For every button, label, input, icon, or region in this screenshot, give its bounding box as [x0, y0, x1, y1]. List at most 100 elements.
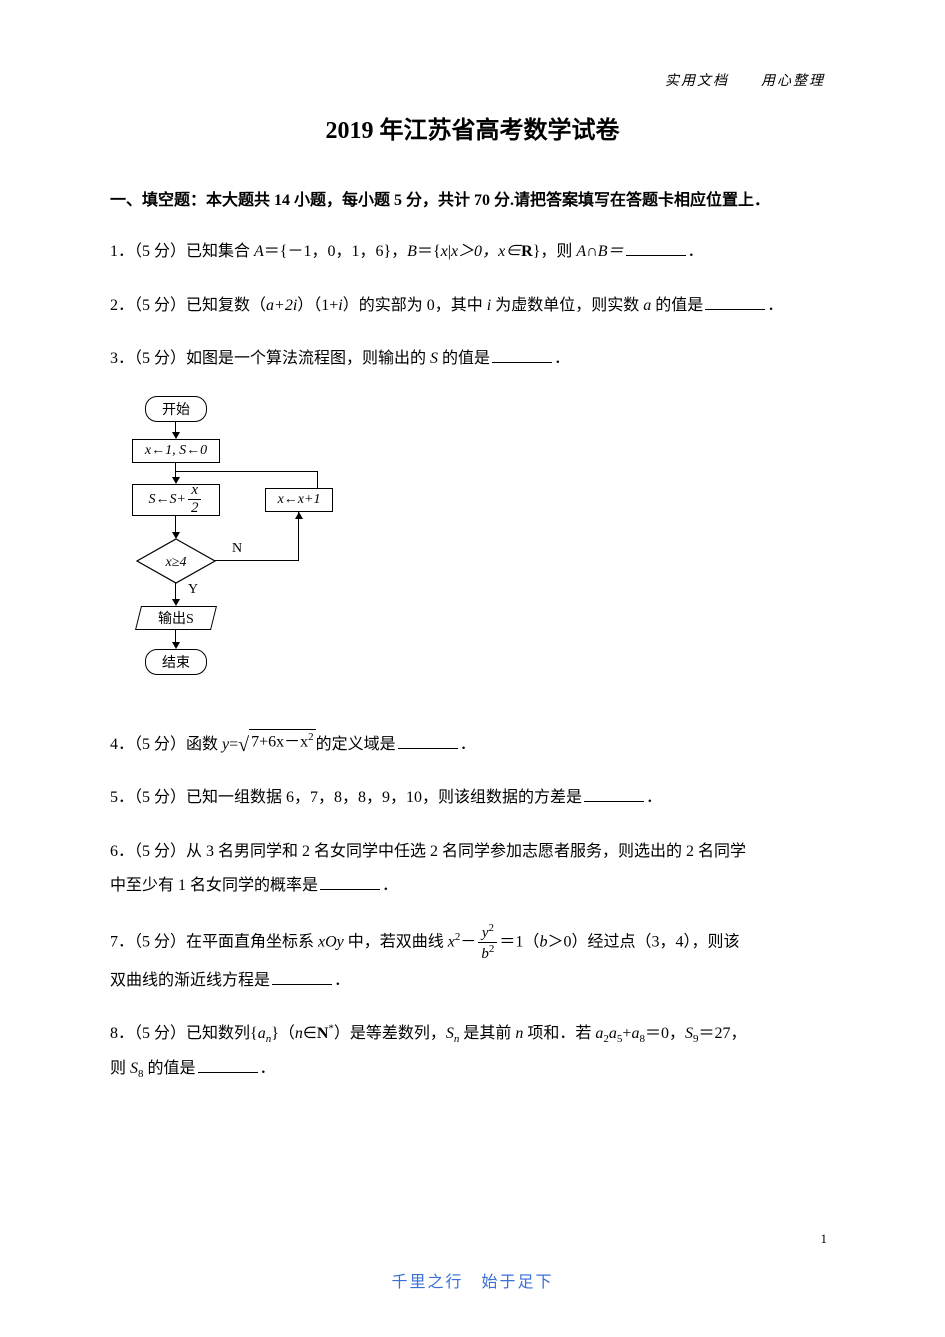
text: }，则: [533, 243, 577, 260]
text: 的值是: [144, 1060, 196, 1077]
answer-blank: [398, 734, 458, 749]
footer: 千里之行 始于足下: [0, 1268, 945, 1292]
text: }（: [271, 1025, 295, 1042]
label: x←1, S←0: [145, 443, 207, 459]
text: 项和．若: [523, 1025, 595, 1042]
a5: a: [609, 1025, 617, 1042]
var-x: x: [441, 243, 448, 260]
text: ＝27，: [698, 1025, 746, 1042]
label: S←S+ x 2: [149, 482, 204, 518]
text: ＝1（: [499, 934, 539, 951]
sqrt: √7+6x－x2: [238, 729, 316, 753]
text: 中，若双曲线: [344, 934, 448, 951]
footer-b: 始于足下: [482, 1274, 554, 1291]
text: ＝{－1，0，1，6}，: [264, 243, 407, 260]
footer-a: 千里之行: [391, 1274, 463, 1291]
text: 8．（5 分）已知数列{: [110, 1025, 258, 1042]
cond-label: x≥4: [165, 555, 187, 570]
period: ．: [460, 736, 476, 753]
text: ）（1+: [297, 297, 338, 314]
answer-blank: [320, 875, 380, 890]
text: 3．（5 分）如图是一个算法流程图，则输出的: [110, 350, 430, 367]
expr: a+2i: [266, 297, 297, 314]
numerator: y2: [478, 922, 497, 943]
label-Y: Y: [188, 582, 198, 598]
header-right: 实用文档 用心整理: [665, 70, 825, 90]
text: ＞0）经过点（3，4），则该: [547, 934, 739, 951]
text: 1．（5 分）已知集合: [110, 243, 254, 260]
arrow-down-icon: [172, 432, 180, 439]
text: ＝0，: [645, 1025, 685, 1042]
var-S: S: [430, 350, 438, 367]
A-int-B: A∩B＝: [576, 243, 623, 260]
question-8: 8．（5 分）已知数列{an}（n∈N*）是等差数列，Sn 是其前 n 项和．若…: [110, 1017, 835, 1086]
text: 7．（5 分）在平面直角坐标系: [110, 934, 318, 951]
answer-blank: [584, 787, 644, 802]
set-N: N: [317, 1025, 329, 1042]
section-heading: 一、填空题：本大题共 14 小题，每小题 5 分，共计 70 分.请把答案填写在…: [110, 185, 835, 217]
answer-blank: [272, 970, 332, 985]
fc-edge: [298, 512, 299, 561]
question-7: 7．（5 分）在平面直角坐标系 xOy 中，若双曲线 x2－y2b2＝1（b＞0…: [110, 922, 835, 997]
set-R: R: [521, 243, 533, 260]
fc-edge: [215, 560, 298, 561]
cond: x＞0，: [451, 243, 498, 260]
fc-output: 输出S: [135, 606, 217, 630]
fc-edge: [317, 471, 318, 488]
text: ＝{: [417, 243, 441, 260]
label-N: N: [232, 541, 242, 557]
period: ．: [382, 877, 398, 894]
page: 实用文档 用心整理 2019 年江苏省高考数学试卷 一、填空题：本大题共 14 …: [0, 0, 945, 1146]
expr: 7+6x－x: [251, 733, 308, 750]
b: b: [481, 946, 489, 962]
arrow-down-icon: [172, 599, 180, 606]
sq: 2: [308, 731, 314, 743]
question-2: 2．（5 分）已知复数（a+2i）（1+i）的实部为 0，其中 i 为虚数单位，…: [110, 289, 835, 323]
in: ∈: [303, 1025, 317, 1042]
y: y: [482, 925, 489, 941]
radical-icon: √: [238, 735, 249, 755]
answer-blank: [492, 348, 552, 363]
text: 则: [110, 1060, 130, 1077]
text: 的定义域是: [316, 736, 396, 753]
numerator: x: [188, 482, 202, 500]
text: ）是等差数列，: [334, 1025, 446, 1042]
question-5: 5．（5 分）已知一组数据 6，7，8，8，9，10，则该组数据的方差是 ．: [110, 781, 835, 815]
label: x←x+1: [278, 492, 321, 508]
label: 结束: [162, 652, 190, 672]
S8: S: [130, 1060, 138, 1077]
text: 的值是: [438, 350, 490, 367]
page-number: 1: [821, 1231, 828, 1247]
n: n: [295, 1025, 303, 1042]
answer-blank: [626, 241, 686, 256]
label: 开始: [162, 399, 190, 419]
var-A: A: [254, 243, 264, 260]
text: 是其前: [459, 1025, 515, 1042]
radicand: 7+6x－x2: [249, 729, 316, 753]
period: ．: [334, 972, 350, 989]
text: 4．（5 分）函数: [110, 736, 222, 753]
minus: －: [460, 934, 476, 951]
var-B: B: [407, 243, 417, 260]
answer-blank: [705, 295, 765, 310]
fc-edge: [176, 471, 318, 472]
xin: x∈: [498, 243, 521, 260]
fc-decision: x≥4: [136, 538, 216, 584]
text: 为虚数单位，则实数: [491, 297, 643, 314]
denominator: b2: [478, 943, 497, 963]
period: ．: [260, 1060, 276, 1077]
fc-start: 开始: [145, 396, 207, 422]
question-3: 3．（5 分）如图是一个算法流程图，则输出的 S 的值是．: [110, 342, 835, 376]
denominator: 2: [188, 500, 202, 517]
question-1: 1．（5 分）已知集合 A＝{－1，0，1，6}，B＝{x|x＞0，x∈R}，则…: [110, 235, 835, 269]
text: 中至少有 1 名女同学的概率是: [110, 877, 318, 894]
question-6: 6．（5 分）从 3 名男同学和 2 名女同学中任选 2 名同学参加志愿者服务，…: [110, 835, 835, 902]
period: ．: [646, 789, 662, 806]
flowchart: 开始 x←1, S←0 S←S+ x 2 x←x+1 x≥4: [110, 396, 350, 706]
fc-assign: S←S+ x 2: [132, 484, 220, 516]
S9: S: [685, 1025, 693, 1042]
text: 5．（5 分）已知一组数据 6，7，8，8，9，10，则该组数据的方差是: [110, 789, 582, 806]
eq: =: [229, 736, 238, 753]
fraction: x 2: [188, 482, 202, 518]
fc-init: x←1, S←0: [132, 439, 220, 463]
